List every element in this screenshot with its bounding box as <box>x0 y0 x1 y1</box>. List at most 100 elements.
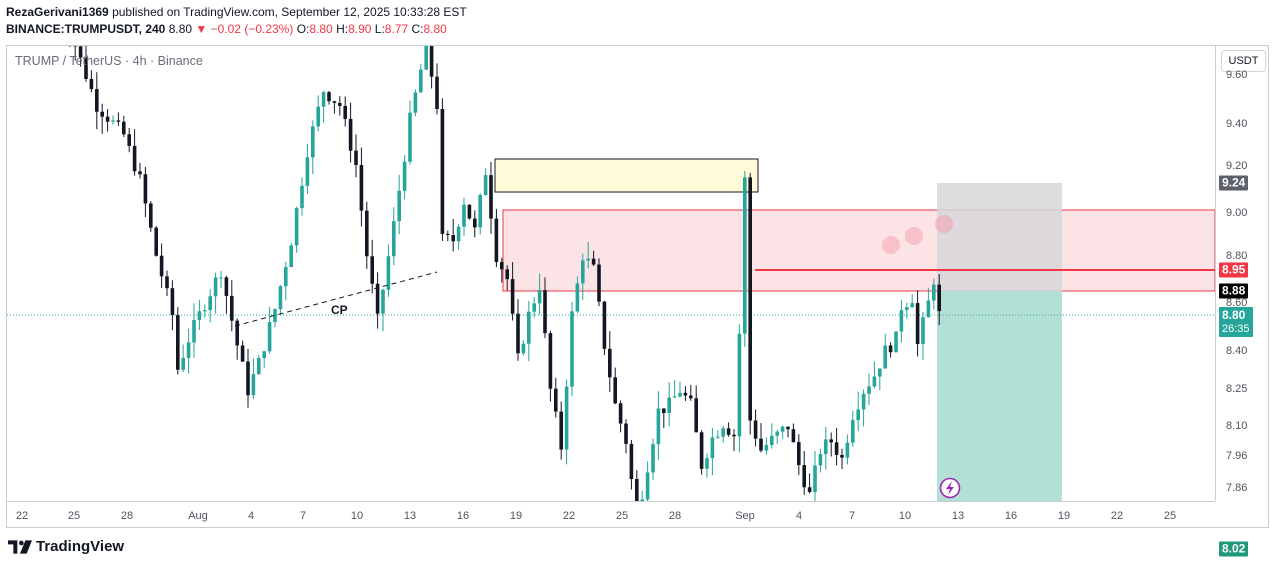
candle <box>699 430 704 475</box>
candle <box>251 358 256 400</box>
candle <box>737 324 742 453</box>
time-tick-label: Sep <box>735 510 755 522</box>
candle-body <box>662 408 666 413</box>
candle <box>753 409 758 447</box>
time-tick-label: 13 <box>951 510 965 522</box>
candle <box>867 373 871 406</box>
candle-body <box>624 423 628 444</box>
candle <box>181 344 185 373</box>
candle <box>872 361 877 389</box>
candle <box>69 46 71 47</box>
candle <box>197 299 202 330</box>
price-tick-label: 8.80 <box>1226 250 1248 262</box>
tradingview-branding[interactable]: TradingView <box>8 538 124 555</box>
candle-body <box>359 165 364 211</box>
price-tick-label: 8.25 <box>1226 383 1248 395</box>
candle-body <box>770 435 774 446</box>
candle <box>716 430 720 439</box>
candle-body <box>186 342 191 358</box>
candle-body <box>246 361 250 396</box>
price-change: ▼ −0.02 (−0.23%) <box>195 22 294 36</box>
candle <box>294 206 299 253</box>
price-axis[interactable]: USDT 9.60 9.40 9.20 9.00 8.80 8.60 8.40 8.25 8.1… <box>1215 46 1270 557</box>
candle-body <box>316 106 320 127</box>
candle-body <box>575 283 580 312</box>
symbol-label[interactable]: BINANCE:TRUMPUSDT, 240 <box>6 22 166 36</box>
candle-body <box>629 443 634 479</box>
candle <box>899 299 904 343</box>
candle <box>89 70 94 93</box>
candle <box>780 425 785 439</box>
candle-body <box>613 377 617 404</box>
candle <box>694 385 698 433</box>
chart-frame: CP TRUMP / TetherUS · 4h · Binance USDT … <box>6 45 1270 557</box>
time-tick-label: 4 <box>795 510 803 522</box>
chart-svg[interactable]: CP <box>7 46 1215 501</box>
candle-body <box>516 313 520 354</box>
candle <box>311 120 315 175</box>
candle-body <box>743 177 747 334</box>
candle <box>705 453 709 478</box>
candle <box>851 410 855 447</box>
candle <box>743 170 747 347</box>
demand-supply-zone <box>502 209 1215 292</box>
candle <box>926 287 931 318</box>
candle <box>532 297 536 318</box>
candle-body <box>699 432 704 469</box>
candle-body <box>343 105 347 119</box>
candle-body <box>905 307 909 311</box>
candle <box>143 167 148 218</box>
time-tick-label: 22 <box>15 510 29 522</box>
candle-body <box>321 92 326 107</box>
candle-body <box>143 174 148 204</box>
candle-body <box>435 76 439 110</box>
candle <box>845 434 850 465</box>
candle <box>856 391 860 432</box>
candle-body <box>910 303 914 308</box>
candle-body <box>181 357 185 370</box>
candle-body <box>300 185 304 209</box>
candle <box>683 386 688 401</box>
candle <box>208 289 212 323</box>
candle <box>176 307 180 375</box>
candle-body <box>462 204 466 227</box>
candle-body <box>505 269 509 280</box>
candle-body <box>872 376 877 387</box>
low-value: 8.77 <box>384 22 409 36</box>
candle <box>154 226 158 257</box>
candle-body <box>759 438 763 451</box>
candle-body <box>419 69 423 93</box>
candle-body <box>894 331 898 353</box>
time-axis[interactable]: 22 25 28 Aug 4 7 10 13 16 19 22 25 28 Sep 4 7 10 13 16 19 22… <box>7 501 1215 528</box>
candle <box>807 473 812 494</box>
candle <box>224 275 229 314</box>
candle <box>429 46 434 89</box>
candle-body <box>230 295 234 321</box>
candle-body <box>311 126 315 158</box>
chart-plot[interactable]: CP TRUMP / TetherUS · 4h · Binance <box>7 46 1215 501</box>
rejection-marker <box>882 236 900 254</box>
candle <box>95 72 99 130</box>
candle-body <box>219 277 223 279</box>
time-tick-label: 22 <box>562 510 576 522</box>
candle <box>505 265 509 291</box>
candle <box>861 389 866 427</box>
candle-body <box>95 89 99 112</box>
author-name[interactable]: RezaGerivani1369 <box>6 5 109 19</box>
currency-selector[interactable]: USDT <box>1221 50 1266 72</box>
candle-body <box>338 102 342 106</box>
candle <box>732 429 736 452</box>
candle-body <box>392 221 396 257</box>
candle-body <box>802 465 806 488</box>
candle <box>894 331 898 353</box>
candle <box>559 401 563 460</box>
candle-body <box>813 465 817 492</box>
candle-body <box>921 317 925 345</box>
candle <box>473 210 477 238</box>
price-tick-label: 7.86 <box>1226 482 1248 494</box>
series-legend: TRUMP / TetherUS · 4h · Binance <box>15 54 203 68</box>
cp-label: CP <box>331 303 348 317</box>
candle-body <box>672 396 677 398</box>
candle-body <box>597 264 601 302</box>
candle-body <box>748 177 752 421</box>
